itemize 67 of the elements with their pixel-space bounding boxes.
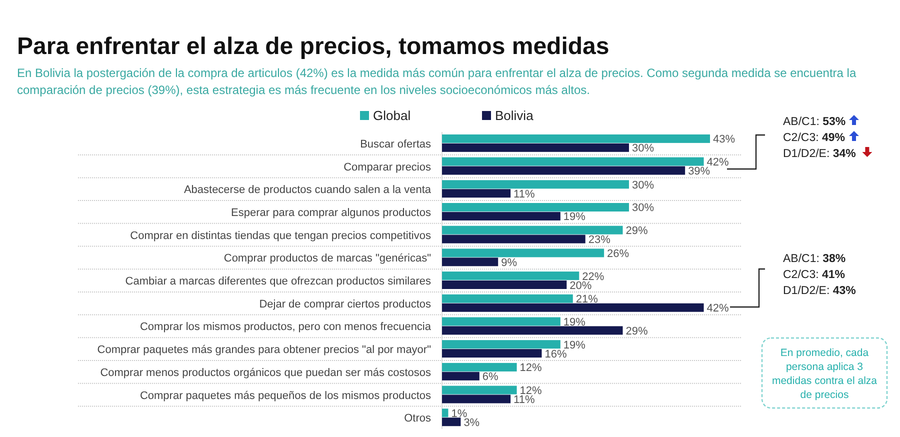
legend-label: Global xyxy=(373,108,411,123)
y-tick-label: Comprar paquetes más pequeños de los mismos productos xyxy=(140,390,432,402)
bar xyxy=(442,294,573,303)
data-label: 30% xyxy=(632,142,654,155)
bar xyxy=(442,280,567,290)
bar xyxy=(442,157,704,166)
data-label: 9% xyxy=(501,256,518,269)
data-label: 12% xyxy=(520,362,542,374)
bar xyxy=(442,248,604,258)
text: D1/D2/E: 34% xyxy=(783,148,856,160)
bar xyxy=(442,180,629,189)
text: D1/D2/E: 43% xyxy=(783,285,856,297)
data-label: 6% xyxy=(482,371,499,384)
y-tick-label: Otros xyxy=(404,412,432,425)
data-label: 21% xyxy=(576,294,598,306)
bar xyxy=(442,166,686,175)
data-label: 42% xyxy=(706,302,730,315)
data-label: 30% xyxy=(632,202,654,214)
y-tick-label: Comprar menos productos orgánicos que puedan ser más costosos xyxy=(100,366,432,379)
bar xyxy=(442,349,542,358)
bar xyxy=(442,226,623,234)
bar xyxy=(442,362,517,372)
data-label: 19% xyxy=(563,316,586,328)
data-label: 29% xyxy=(626,325,648,338)
bar xyxy=(442,386,517,394)
data-label: 30% xyxy=(632,179,654,192)
text: AB/C1: 38% xyxy=(783,253,846,265)
text: C2/C3: 49% xyxy=(783,132,846,144)
bar xyxy=(442,340,560,349)
y-tick-label: Cambiar a marcas diferentes que ofrezcan productos similares xyxy=(125,276,432,288)
chart-subtitle: En Bolivia la postergación de la compra de articulos (42%) es la medida más común para enfrentar el alza de precios. Como segunda medida se encuentra la comparación de precios (39%), esta estrategia es más frecuente en los niveles socioeconómicos más altos. xyxy=(17,66,856,97)
bar xyxy=(442,408,448,418)
y-tick-label: Esperar para comprar algunos productos xyxy=(231,206,432,219)
bar xyxy=(442,189,511,198)
data-label: 11% xyxy=(514,188,535,200)
bar xyxy=(442,303,704,312)
data-label: 43% xyxy=(713,134,736,146)
bar xyxy=(442,317,560,326)
text: C2/C3: 41% xyxy=(783,269,846,281)
y-tick-label: Comprar en distintas tiendas que tengan precios competitivos xyxy=(130,230,432,242)
bar xyxy=(442,326,623,335)
text: En promedio, cada persona aplica 3 medidas contra el alza de precios xyxy=(772,347,878,401)
data-label: 29% xyxy=(626,225,648,238)
y-tick-label: Abastecerse de productos cuando salen a la venta xyxy=(184,184,432,196)
y-tick-label: Buscar ofertas xyxy=(360,138,432,150)
text: AB/C1: 53% xyxy=(783,116,846,128)
chart-title: Para enfrentar el alza de precios, tomamos medidas xyxy=(17,33,610,60)
bar xyxy=(442,234,586,244)
y-tick-label: Comparar precios xyxy=(344,161,432,174)
y-tick-label: Comprar los mismos productos, pero con menos frecuencia xyxy=(140,321,432,334)
bar xyxy=(442,212,560,220)
bar xyxy=(442,272,580,280)
bar xyxy=(442,258,498,266)
bar xyxy=(442,372,480,380)
bar xyxy=(442,394,511,404)
bar xyxy=(442,418,461,426)
bar xyxy=(442,203,629,212)
legend-label: Bolivia xyxy=(495,108,534,123)
y-tick-label: Comprar productos de marcas "genéricas" xyxy=(224,252,432,265)
y-tick-label: Comprar paquetes más grandes para obtener precios "al por mayor" xyxy=(97,344,432,356)
data-label: 11% xyxy=(514,394,535,406)
data-label: 19% xyxy=(563,211,586,224)
data-label: 26% xyxy=(607,248,630,260)
y-tick-label: Dejar de comprar ciertos productos xyxy=(259,298,432,310)
bar xyxy=(442,134,710,143)
bar xyxy=(442,143,629,152)
data-label: 23% xyxy=(588,234,611,246)
